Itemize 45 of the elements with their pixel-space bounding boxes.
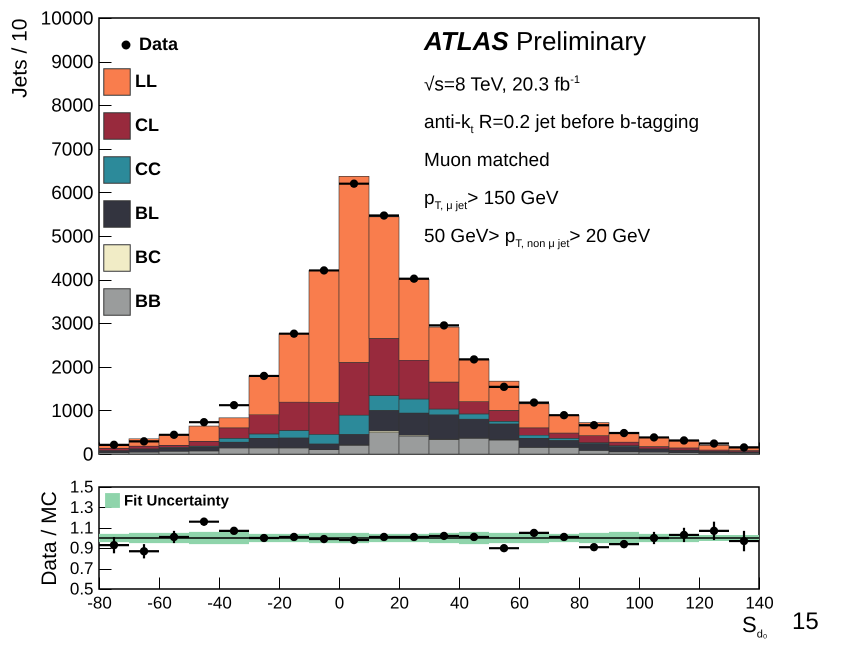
x-tick-label: -20 [267,594,292,612]
legend-label: BL [135,203,159,223]
x-tick-label: -40 [207,594,232,612]
annotation: Muon matched [424,150,550,172]
y-tick-label: 0.7 [70,559,94,578]
x-axis-title: S$_{d₀}$ [742,612,768,640]
annotation: √s=8 TeV, 20.3 fb$^{-1}$ [424,74,580,96]
y-tick-label: 1000 [51,400,94,422]
y-tick-label: 4000 [51,270,94,292]
y-tick-label: 0.9 [70,538,94,558]
legend-label: CL [135,115,159,135]
y-axis-title: Jets / 10 [8,18,32,98]
x-tick-label: 60 [510,594,529,612]
annotation: 50 GeV> p$_{T, non μ jet}$> 20 GeV [424,226,650,250]
x-tick-label: -60 [147,594,172,612]
legend-label: BB [135,291,161,311]
x-tick-label: 0 [334,594,344,612]
y-tick-label: 2000 [51,357,94,378]
annotation: p$_{T, μ jet}$> 150 GeV [424,188,559,212]
y-tick-label: 10000 [40,8,94,30]
annotation: anti-k$_{t}$ R=0.2 jet before b-tagging [424,112,700,136]
x-tick-label: 20 [390,594,409,612]
y-tick-label: 1.1 [70,518,94,538]
legend-label: BC [135,247,161,267]
legend-label: LL [135,71,157,91]
y-axis-title: Data / MC [38,491,61,586]
y-tick-label: 7000 [51,139,94,160]
legend-label: CC [135,159,161,179]
y-tick-label: 5000 [51,226,94,248]
annotation: ATLAS Preliminary [424,26,646,57]
legend-label: Data [139,34,180,54]
x-tick-label: 100 [625,594,654,612]
text: 15 [792,608,819,636]
x-tick-label: 40 [450,594,469,612]
y-tick-label: 3000 [51,314,94,335]
y-tick-label: 8000 [51,96,94,117]
x-tick-label: 120 [685,594,714,612]
y-tick-label: 9000 [51,52,94,74]
y-tick-label: 1.5 [70,478,94,496]
legend-label: Fit Uncertainty [124,492,230,510]
y-tick-label: 6000 [51,182,94,204]
x-tick-label: 80 [570,594,589,612]
x-tick-label: 140 [745,594,774,612]
y-tick-label: 0 [82,444,94,466]
y-tick-label: 1.3 [70,498,94,517]
